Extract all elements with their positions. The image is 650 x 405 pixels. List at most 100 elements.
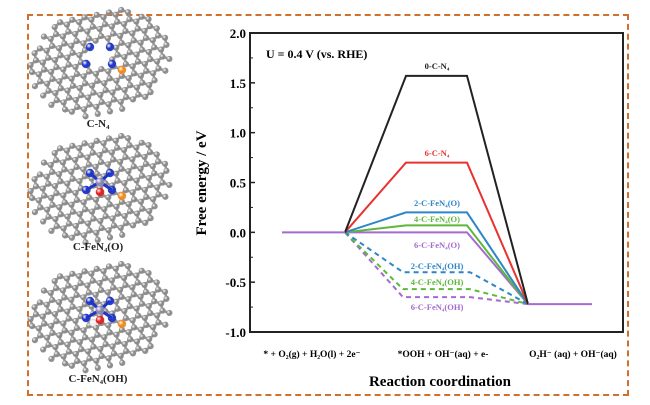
carbon-atom bbox=[161, 288, 169, 295]
carbon-atom bbox=[90, 215, 97, 222]
carbon-atom bbox=[64, 213, 71, 220]
carbon-atom bbox=[68, 362, 76, 369]
carbon-atom bbox=[32, 57, 40, 64]
carbon-atom bbox=[147, 89, 154, 96]
carbon-atom bbox=[155, 158, 162, 165]
carbon-atom bbox=[73, 196, 81, 204]
carbon-atom bbox=[134, 184, 142, 191]
carbon-atom bbox=[35, 71, 42, 78]
carbon-atom bbox=[76, 178, 83, 185]
carbon-atom bbox=[35, 325, 42, 332]
carbon-atom bbox=[137, 72, 145, 79]
carbon-atom bbox=[137, 165, 144, 172]
carbon-atom bbox=[72, 350, 79, 358]
carbon-atom bbox=[96, 279, 103, 287]
carbon-atom bbox=[40, 346, 47, 353]
carbon-atom bbox=[74, 103, 81, 111]
state-label-1: *OOH + OH⁻(aq) + e- bbox=[398, 349, 489, 360]
carbon-atom bbox=[85, 94, 92, 101]
carbon-atom bbox=[77, 26, 84, 33]
carbon-atom bbox=[68, 201, 75, 208]
carbon-atom bbox=[82, 334, 89, 341]
carbon-atom bbox=[94, 298, 101, 305]
carbon-atom bbox=[82, 239, 89, 246]
carbon-atom bbox=[123, 93, 130, 101]
carbon-atom bbox=[53, 157, 60, 164]
carbon-atom bbox=[139, 205, 146, 212]
carbon-atom bbox=[141, 153, 148, 161]
carbon-atom bbox=[56, 204, 63, 211]
series-line bbox=[344, 224, 529, 305]
carbon-atom bbox=[110, 30, 117, 37]
carbon-atom bbox=[47, 35, 54, 43]
dopant-atom bbox=[117, 319, 127, 329]
carbon-atom bbox=[104, 289, 112, 296]
carbon-atom bbox=[133, 177, 140, 184]
carbon-atom bbox=[108, 149, 115, 156]
carbon-atom bbox=[129, 189, 136, 196]
carbon-atom bbox=[56, 332, 63, 339]
carbon-atom bbox=[155, 191, 162, 198]
carbon-atom bbox=[27, 61, 34, 69]
carbon-atom bbox=[31, 337, 39, 344]
carbon-atom bbox=[47, 161, 54, 169]
carbon-atom bbox=[118, 6, 125, 14]
carbon-atom bbox=[124, 263, 132, 270]
carbon-atom bbox=[68, 75, 75, 82]
carbon-atom bbox=[43, 301, 50, 308]
carbon-atom bbox=[139, 79, 146, 86]
carbon-atom bbox=[88, 336, 96, 343]
carbon-atom bbox=[37, 204, 44, 211]
carbon-atom bbox=[55, 45, 63, 52]
carbon-atom bbox=[44, 334, 51, 341]
carbon-atom bbox=[43, 173, 50, 180]
carbon-atom bbox=[40, 287, 48, 294]
carbon-atom bbox=[154, 184, 161, 191]
carbon-atom bbox=[93, 103, 100, 110]
carbon-atom bbox=[39, 59, 46, 66]
series-line bbox=[344, 161, 529, 305]
carbon-atom bbox=[112, 265, 119, 272]
carbon-atom bbox=[51, 56, 59, 64]
carbon-atom bbox=[81, 360, 88, 367]
carbon-atom bbox=[68, 42, 75, 49]
carbon-atom bbox=[134, 25, 141, 32]
carbon-atom bbox=[37, 78, 44, 85]
carbon-atom bbox=[129, 96, 137, 103]
carbon-atom bbox=[49, 296, 56, 304]
carbon-atom bbox=[61, 166, 68, 173]
carbon-atom bbox=[88, 142, 95, 149]
carbon-atom bbox=[98, 65, 105, 73]
carbon-atom bbox=[88, 270, 95, 277]
carbon-atom bbox=[80, 199, 87, 206]
carbon-atom bbox=[85, 161, 92, 168]
series-label: 6-C-FeN₄(OH) bbox=[411, 302, 464, 312]
carbon-atom bbox=[135, 217, 142, 224]
y-tick-label: 1.0 bbox=[230, 126, 246, 141]
carbon-atom bbox=[114, 84, 122, 91]
carbon-atom bbox=[60, 66, 67, 73]
carbon-atom bbox=[101, 334, 108, 341]
carbon-atom bbox=[28, 68, 36, 76]
carbon-atom bbox=[68, 234, 76, 241]
carbon-atom bbox=[104, 35, 112, 42]
carbon-atom bbox=[69, 49, 76, 56]
carbon-atom bbox=[52, 215, 59, 223]
carbon-atom bbox=[39, 313, 46, 320]
carbon-atom bbox=[45, 308, 52, 315]
carbon-atom bbox=[76, 273, 83, 280]
carbon-atom bbox=[36, 171, 44, 178]
carbon-atom bbox=[61, 327, 68, 334]
carbon-atom bbox=[119, 359, 126, 367]
carbon-atom bbox=[51, 149, 58, 157]
carbon-atom bbox=[121, 53, 128, 61]
carbon-atom bbox=[123, 347, 130, 355]
carbon-atom bbox=[61, 360, 69, 367]
carbon-atom bbox=[106, 234, 114, 241]
carbon-atom bbox=[117, 98, 124, 105]
carbon-atom bbox=[129, 222, 137, 229]
carbon-atom bbox=[48, 68, 55, 76]
carbon-atom bbox=[72, 30, 79, 38]
carbon-atom bbox=[97, 345, 104, 353]
carbon-atom bbox=[110, 350, 118, 357]
